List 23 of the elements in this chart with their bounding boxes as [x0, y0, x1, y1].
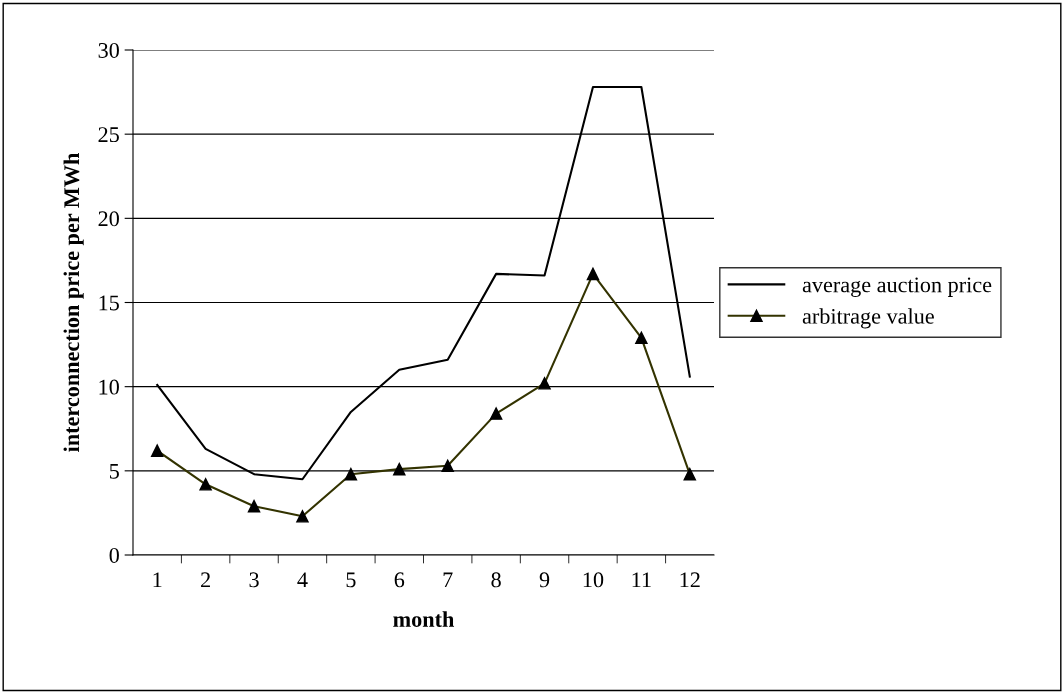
x-tick-label: 11: [632, 572, 651, 588]
x-tick-label: 7: [443, 572, 453, 588]
y-axis-title: interconnection price per MWh: [63, 152, 84, 452]
x-axis-title: month: [393, 611, 455, 627]
x-tick-label: 4: [297, 572, 308, 588]
legend-label: average auction price: [802, 277, 992, 297]
x-tick-label: 1: [153, 572, 162, 588]
y-tick-label: 25: [98, 127, 119, 143]
x-tick-label: 2: [201, 572, 210, 588]
x-tick-label: 10: [583, 572, 604, 588]
x-tick-label: 5: [346, 572, 356, 588]
x-tick-label: 8: [491, 572, 501, 588]
y-tick-label: 10: [99, 379, 119, 395]
x-tick-label: 9: [539, 572, 550, 588]
y-tick-label: 20: [98, 211, 119, 227]
y-tick-label: 15: [99, 295, 119, 311]
y-tick-label: 0: [109, 547, 119, 563]
y-tick-label: 5: [109, 463, 119, 479]
x-tick-label: 12: [680, 572, 700, 588]
y-tick-label: 30: [98, 42, 119, 58]
x-tick-label: 3: [249, 572, 259, 588]
x-tick-label: 6: [394, 572, 405, 588]
legend-label: arbitrage value: [802, 308, 934, 329]
